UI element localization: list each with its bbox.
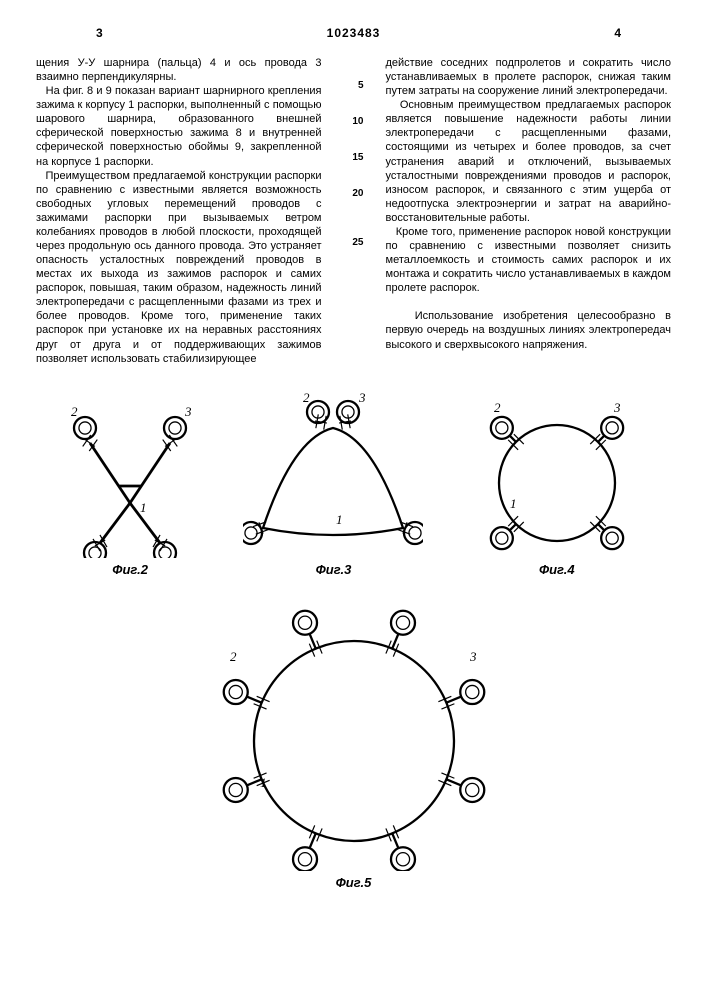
right-column: действие соседних подпролетов и сократит… <box>386 56 672 366</box>
svg-text:1: 1 <box>260 775 267 790</box>
svg-text:2: 2 <box>230 649 237 664</box>
figure-4-caption: Фиг.4 <box>539 562 575 577</box>
figure-3: 2 3 1 Фиг.3 <box>243 388 423 577</box>
svg-text:3: 3 <box>358 390 366 405</box>
line-number: 20 <box>344 188 364 199</box>
page-number-right: 4 <box>614 26 621 40</box>
figure-3-caption: Фиг.3 <box>316 562 352 577</box>
figure-2-svg: 2 3 1 <box>55 388 205 558</box>
left-column: щения У-У шарнира (пальца) 4 и ось прово… <box>36 56 322 366</box>
document-number: 1023483 <box>36 26 671 40</box>
line-number: 10 <box>344 116 364 127</box>
figure-2-caption: Фиг.2 <box>112 562 148 577</box>
figure-3-svg: 2 3 1 <box>243 388 423 558</box>
figure-row-2: 2 3 1 Фиг.5 <box>36 591 671 890</box>
figure-5: 2 3 1 Фиг.5 <box>194 591 514 890</box>
figure-4: 2 3 1 Фиг.4 <box>462 388 652 577</box>
svg-text:2: 2 <box>303 390 310 405</box>
line-number: 5 <box>344 80 364 91</box>
page: 3 1023483 4 щения У-У шарнира (пальца) 4… <box>0 0 707 1000</box>
figure-row-1: 2 3 1 Фиг.2 2 3 1 Фиг.3 2 3 1 Фиг.4 <box>36 388 671 577</box>
figure-2: 2 3 1 Фиг.2 <box>55 388 205 577</box>
svg-text:3: 3 <box>184 404 192 419</box>
svg-text:1: 1 <box>510 496 517 511</box>
line-number: 15 <box>344 152 364 163</box>
header: 3 1023483 4 <box>36 24 671 50</box>
figure-4-svg: 2 3 1 <box>462 388 652 558</box>
svg-text:2: 2 <box>71 404 78 419</box>
svg-text:3: 3 <box>469 649 477 664</box>
figures-area: 2 3 1 Фиг.2 2 3 1 Фиг.3 2 3 1 Фиг.4 2 3 1 Фиг.5 <box>36 388 671 890</box>
svg-text:1: 1 <box>336 512 343 527</box>
text-columns: щения У-У шарнира (пальца) 4 и ось прово… <box>36 56 671 366</box>
line-number: 25 <box>344 237 364 248</box>
figure-5-caption: Фиг.5 <box>336 875 372 890</box>
svg-text:1: 1 <box>140 500 147 515</box>
svg-text:2: 2 <box>494 400 501 415</box>
svg-text:3: 3 <box>613 400 621 415</box>
line-numbers: 5 10 15 20 25 <box>344 56 364 366</box>
figure-5-svg: 2 3 1 <box>194 591 514 871</box>
